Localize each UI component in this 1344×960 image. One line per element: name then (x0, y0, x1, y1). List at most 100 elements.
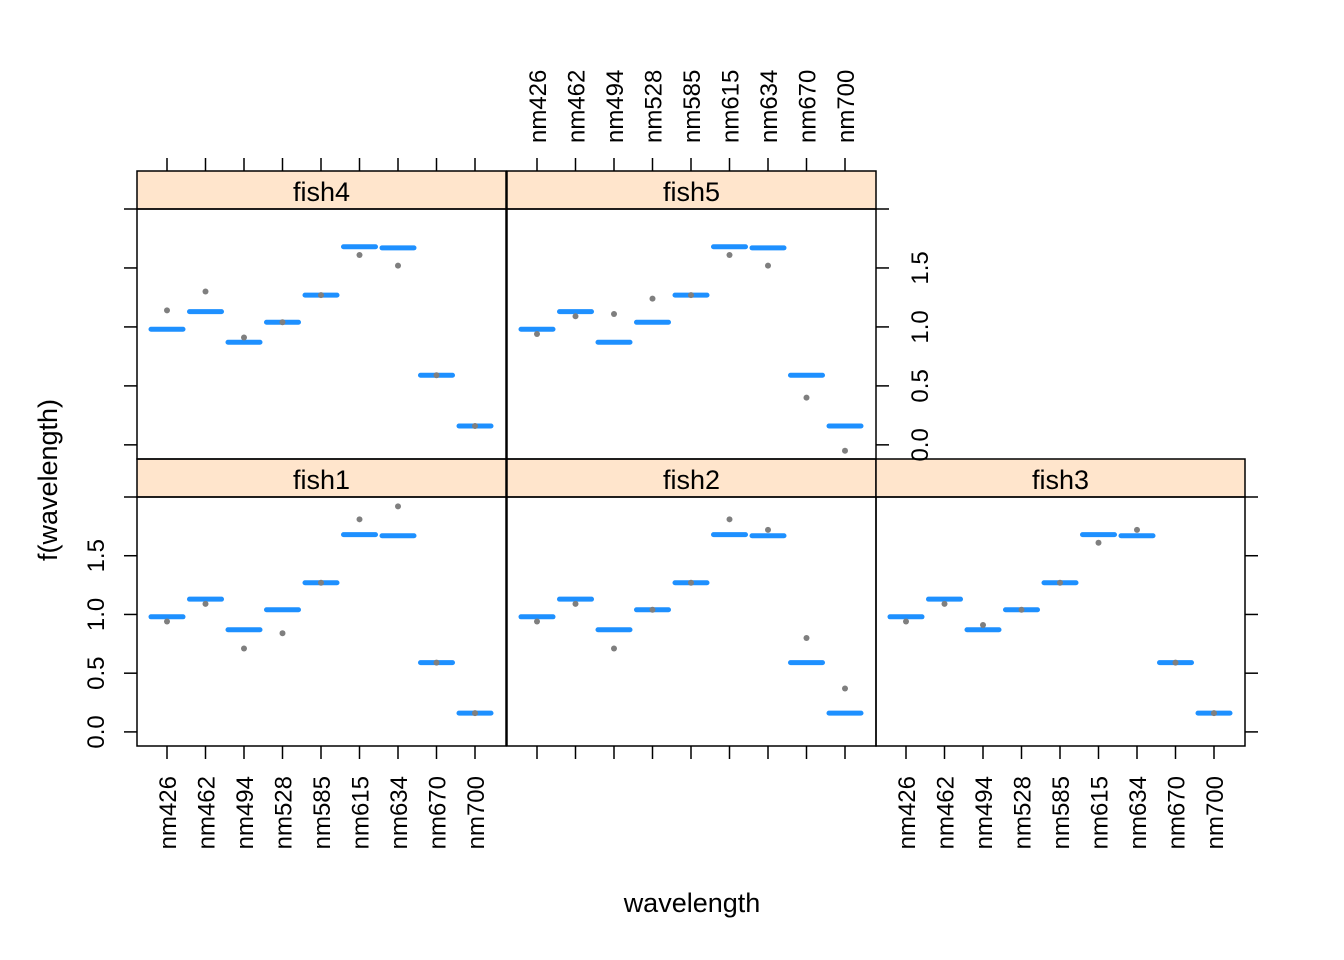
x-tick-label-nm700: nm700 (833, 70, 860, 143)
y-tick-label-1.0: 1.0 (83, 598, 110, 631)
observed-point-fish4-nm634 (395, 262, 401, 269)
x-tick-label-nm528: nm528 (1010, 776, 1037, 849)
y-tick-label-1.5: 1.5 (83, 539, 110, 572)
observed-point-fish5-nm462 (572, 313, 579, 320)
y-tick-label-1.5: 1.5 (907, 251, 934, 284)
observed-point-fish5-nm494 (611, 310, 617, 317)
observed-point-fish3-nm634 (1134, 526, 1140, 533)
observed-point-fish5-nm528 (649, 295, 656, 302)
observed-point-fish2-nm528 (649, 606, 656, 613)
x-tick-label-nm426: nm426 (525, 70, 552, 143)
observed-point-fish1-nm426 (164, 618, 170, 625)
strip-label-fish2: fish2 (663, 465, 720, 495)
strip-fish3 (875, 458, 1246, 498)
x-tick-label-nm615: nm615 (718, 70, 745, 143)
x-tick-label-nm462: nm462 (933, 776, 960, 849)
x-tick-label-nm494: nm494 (602, 70, 629, 143)
observed-point-fish4-nm670 (433, 372, 440, 379)
observed-point-fish3-nm494 (980, 622, 986, 629)
observed-point-fish3-nm615 (1095, 539, 1102, 546)
panel-fish4: fish4 (136, 170, 507, 460)
observed-point-fish2-nm670 (803, 634, 810, 641)
observed-point-fish1-nm615 (356, 516, 363, 523)
observed-point-fish2-nm494 (611, 645, 617, 652)
x-tick-label-nm426: nm426 (155, 776, 182, 849)
strip-label-fish1: fish1 (293, 465, 350, 495)
axes-layer: nm426 nm462 nm494 nm528 nm585 nm615 nm634 nm670… (83, 70, 1258, 849)
x-tick-label-nm615: nm615 (348, 776, 375, 849)
y-tick-label-0.0: 0.0 (907, 428, 934, 461)
x-tick-label-nm426: nm426 (894, 776, 921, 849)
x-tick-label-nm494: nm494 (971, 776, 998, 849)
observed-point-fish3-nm670 (1172, 659, 1179, 666)
x-tick-label-nm670: nm670 (1164, 776, 1191, 849)
observed-point-fish2-nm426 (534, 618, 540, 625)
observed-point-fish1-nm462 (202, 600, 209, 607)
strip-label-fish5: fish5 (663, 177, 720, 207)
y-tick-label-0.5: 0.5 (907, 369, 934, 402)
x-tick-label-nm670: nm670 (795, 70, 822, 143)
x-tick-label-nm634: nm634 (756, 70, 783, 143)
x-tick-label-nm528: nm528 (271, 776, 298, 849)
plot-frame-fish3 (875, 496, 1246, 747)
observed-point-fish2-nm700 (842, 685, 848, 692)
observed-point-fish2-nm634 (765, 526, 771, 533)
observed-point-fish2-nm615 (726, 516, 733, 523)
panel-fish1: fish1 (136, 458, 507, 747)
x-tick-label-nm462: nm462 (194, 776, 221, 849)
panels-layer: fish1 fish2 fish3 fish4 fish5 (136, 170, 1246, 747)
observed-point-fish5-nm426 (534, 331, 540, 337)
panel-fish5: fish5 (506, 170, 877, 460)
x-tick-label-nm528: nm528 (641, 70, 668, 143)
observed-point-fish3-nm462 (941, 600, 948, 607)
x-tick-label-nm615: nm615 (1087, 776, 1114, 849)
observed-point-fish1-nm700 (472, 710, 478, 717)
observed-point-fish4-nm615 (356, 251, 363, 258)
panel-fish2: fish2 (506, 458, 877, 747)
observed-point-fish4-nm700 (472, 422, 478, 429)
x-tick-label-nm700: nm700 (463, 776, 490, 849)
y-tick-label-1.0: 1.0 (907, 310, 934, 343)
observed-point-fish3-nm585 (1057, 579, 1063, 586)
x-tick-label-nm585: nm585 (1048, 776, 1075, 849)
plot-frame-fish1 (136, 496, 507, 747)
strip-label-fish4: fish4 (293, 177, 350, 207)
plot-frame-fish4 (136, 208, 507, 460)
strip-label-fish3: fish3 (1032, 465, 1089, 495)
strip-fish4 (136, 170, 507, 210)
observed-point-fish4-nm462 (202, 288, 209, 295)
observed-point-fish5-nm670 (803, 394, 810, 401)
x-tick-label-nm585: nm585 (309, 776, 336, 849)
y-axis-label: f(wavelength) (33, 399, 63, 561)
x-axis-label: wavelength (623, 888, 761, 918)
observed-point-fish2-nm585 (688, 579, 694, 586)
observed-point-fish3-nm528 (1018, 606, 1025, 613)
observed-point-fish5-nm634 (765, 262, 771, 269)
observed-point-fish3-nm700 (1211, 710, 1217, 717)
observed-point-fish3-nm426 (903, 618, 909, 625)
x-tick-label-nm670: nm670 (425, 776, 452, 849)
panel-fish3: fish3 (875, 458, 1246, 747)
x-tick-label-nm634: nm634 (1125, 776, 1152, 849)
strip-fish1 (136, 458, 507, 498)
observed-point-fish4-nm585 (318, 292, 324, 299)
y-tick-label-0.5: 0.5 (83, 656, 110, 689)
observed-point-fish1-nm670 (433, 659, 440, 666)
x-tick-label-nm585: nm585 (679, 70, 706, 143)
x-tick-label-nm494: nm494 (232, 776, 259, 849)
observed-point-fish5-nm700 (842, 447, 848, 454)
plot-frame-fish5 (506, 208, 877, 460)
observed-point-fish1-nm585 (318, 579, 324, 586)
observed-point-fish2-nm462 (572, 600, 579, 607)
plot-frame-fish2 (506, 496, 877, 747)
observed-point-fish5-nm615 (726, 251, 733, 258)
y-tick-label-0.0: 0.0 (83, 715, 110, 748)
observed-point-fish5-nm585 (688, 292, 694, 299)
observed-point-fish4-nm426 (164, 307, 170, 314)
x-tick-label-nm634: nm634 (386, 776, 413, 849)
observed-point-fish4-nm528 (279, 319, 286, 326)
observed-point-fish1-nm634 (395, 503, 401, 510)
observed-point-fish1-nm494 (241, 645, 247, 652)
observed-point-fish1-nm528 (279, 630, 286, 637)
